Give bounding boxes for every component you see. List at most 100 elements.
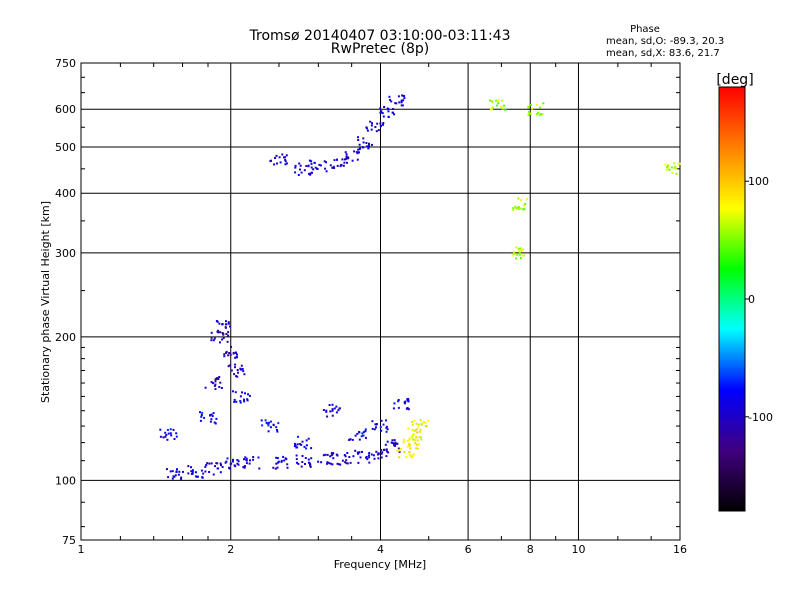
data-point [261, 424, 264, 427]
data-point [336, 164, 339, 167]
data-point [214, 465, 216, 468]
data-point [299, 168, 301, 171]
data-point [403, 95, 406, 97]
data-point [223, 353, 226, 356]
data-series [159, 390, 410, 450]
data-point [336, 158, 338, 161]
y-tick-label: 75 [62, 534, 76, 547]
data-point [200, 414, 203, 416]
data-point [210, 331, 213, 334]
data-point [364, 428, 367, 431]
data-point [294, 171, 297, 174]
data-point [336, 454, 339, 457]
data-point [222, 333, 225, 336]
data-point [356, 432, 359, 435]
data-point [319, 164, 322, 167]
data-point [233, 398, 236, 401]
data-point [673, 162, 676, 165]
data-point [354, 449, 357, 452]
data-point [167, 476, 170, 479]
data-point [234, 391, 237, 394]
data-point [329, 455, 332, 458]
data-point [234, 351, 237, 354]
data-point [671, 166, 673, 169]
data-point [345, 153, 348, 156]
data-point [495, 99, 498, 102]
data-point [515, 207, 518, 210]
data-point [408, 438, 411, 441]
data-point [380, 452, 383, 455]
plot-area: 1 2 4 6 8 10 16 75 100 200 300 400 500 600 750 [55, 57, 687, 556]
data-point [233, 400, 236, 403]
data-point [344, 455, 347, 458]
data-point [419, 428, 422, 431]
data-point [333, 167, 336, 169]
data-point [324, 453, 327, 456]
data-point [332, 457, 335, 460]
data-point [200, 469, 203, 472]
data-point [284, 457, 287, 460]
data-point [169, 428, 172, 431]
data-point [243, 373, 246, 376]
data-point [377, 457, 380, 460]
data-point [308, 461, 310, 464]
data-point [408, 453, 411, 456]
data-point [264, 419, 267, 422]
data-point [219, 341, 221, 344]
data-point [317, 460, 320, 463]
data-point [331, 414, 334, 417]
data-point [349, 438, 352, 441]
data-point [365, 126, 368, 129]
data-point [519, 257, 522, 260]
data-point [397, 400, 400, 403]
data-point [300, 443, 303, 446]
data-point [227, 334, 230, 337]
data-point [362, 431, 365, 434]
data-point [176, 468, 178, 471]
data-point [267, 430, 270, 433]
data-point [353, 150, 356, 153]
data-point [234, 465, 237, 468]
data-point [301, 455, 304, 457]
data-point [407, 427, 410, 430]
data-point [294, 442, 296, 445]
data-point [223, 355, 226, 358]
data-point [422, 421, 425, 424]
data-point [415, 428, 418, 431]
data-point [297, 435, 299, 438]
data-point [239, 401, 242, 404]
data-point [491, 106, 494, 109]
data-point [415, 444, 418, 447]
data-point [358, 143, 361, 146]
data-point [252, 456, 255, 458]
data-point [228, 352, 231, 354]
data-point [542, 102, 545, 105]
data-point [397, 399, 400, 401]
data-point [409, 447, 412, 450]
data-point [284, 156, 287, 159]
data-point [357, 151, 360, 154]
data-point [283, 156, 285, 159]
data-point [318, 163, 321, 166]
data-point [236, 462, 239, 465]
data-point [398, 450, 401, 453]
data-point [175, 432, 178, 435]
data-point [227, 331, 230, 334]
data-point [368, 452, 371, 454]
data-point [174, 474, 177, 477]
data-point [375, 423, 378, 426]
data-point [523, 208, 526, 211]
chart-subtitle: RwPretec (8p) [331, 41, 429, 57]
data-point [397, 447, 400, 450]
data-point [365, 436, 367, 439]
data-point [329, 164, 332, 167]
data-point [219, 471, 222, 474]
data-point [361, 146, 364, 149]
data-point [420, 438, 423, 441]
data-point [274, 157, 276, 159]
data-point [191, 470, 194, 473]
data-point [343, 158, 346, 161]
data-point [171, 470, 174, 473]
data-point [274, 467, 277, 470]
data-point [530, 112, 533, 115]
